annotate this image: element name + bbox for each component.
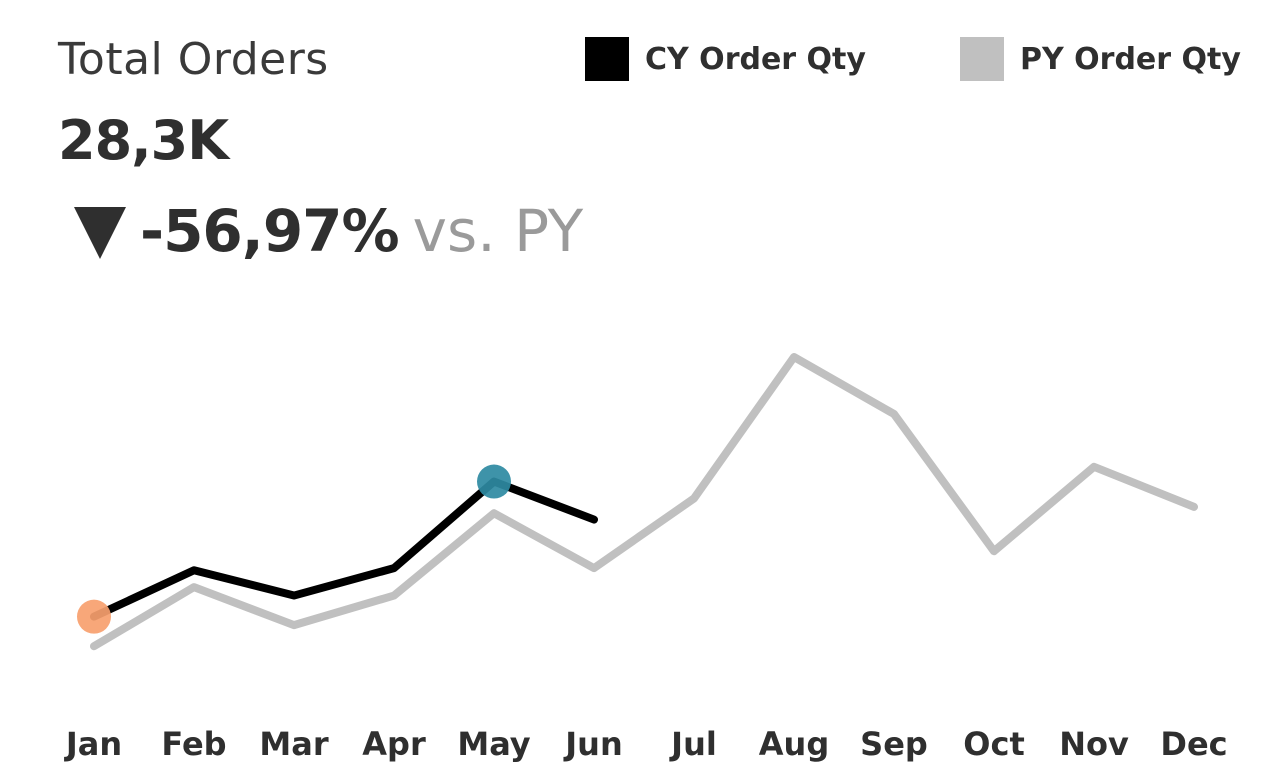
x-tick-label: Feb xyxy=(161,725,226,763)
x-tick-label: Aug xyxy=(759,725,829,763)
kpi-title: Total Orders xyxy=(58,34,329,85)
legend-item-py: PY Order Qty xyxy=(960,36,1241,82)
min-point-marker[interactable] xyxy=(77,599,111,634)
x-tick-label: Nov xyxy=(1059,725,1129,763)
change-value: -56,97% xyxy=(140,197,400,265)
change-suffix: vs. PY xyxy=(412,197,584,265)
series-line-cy xyxy=(90,477,598,621)
max-point-marker[interactable] xyxy=(477,464,511,499)
kpi-change: -56,97% vs. PY xyxy=(70,196,583,266)
x-tick-label: Apr xyxy=(362,725,426,763)
legend-label-cy: CY Order Qty xyxy=(645,41,866,77)
legend-label-py: PY Order Qty xyxy=(1020,41,1241,77)
x-tick-label: Jan xyxy=(64,725,122,763)
x-tick-label: Dec xyxy=(1160,725,1227,763)
legend-item-cy: CY Order Qty xyxy=(585,36,866,82)
triangle-down-icon xyxy=(74,207,126,259)
x-tick-label: Oct xyxy=(963,725,1024,763)
legend-swatch-py xyxy=(960,37,1004,81)
x-tick-label: Mar xyxy=(259,725,328,763)
series-line-py xyxy=(90,353,1198,651)
x-tick-label: Sep xyxy=(860,725,928,763)
legend: CY Order Qty PY Order Qty xyxy=(585,36,1275,82)
legend-swatch-cy xyxy=(585,37,629,81)
x-tick-label: Jul xyxy=(669,725,717,763)
kpi-value: 28,3K xyxy=(58,109,229,172)
x-tick-label: Jun xyxy=(563,725,622,763)
x-tick-label: May xyxy=(457,725,530,763)
